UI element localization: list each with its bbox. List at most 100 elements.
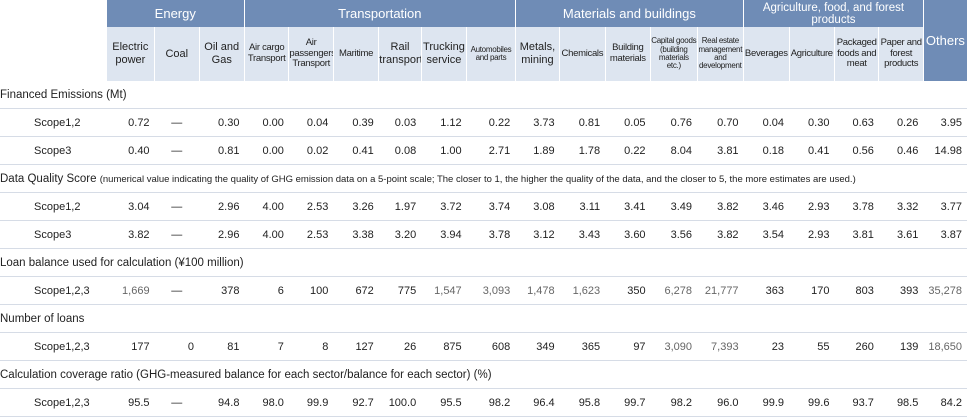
cell-electric-power: 3.82 (106, 221, 154, 249)
cell-maritime: 3.38 (333, 221, 378, 249)
cell-rail: 1.97 (379, 193, 421, 221)
cell-automobiles: 3.74 (467, 193, 516, 221)
column-header-electric-power: Electric power (106, 27, 154, 81)
cell-maritime: 92.7 (333, 389, 378, 417)
cell-air-cargo: 4.00 (244, 221, 288, 249)
row-label: Scope1,2,3 (0, 333, 106, 361)
cell-building: 3.41 (605, 193, 650, 221)
cell-trucking: 1.00 (421, 137, 466, 165)
cell-chemicals: 3.43 (560, 221, 605, 249)
cell-air-cargo: 0.00 (244, 137, 288, 165)
row-label: Scope1,2,3 (0, 389, 106, 417)
cell-packaged: 93.7 (834, 389, 878, 417)
cell-maritime: 0.41 (333, 137, 378, 165)
cell-others: 3.95 (923, 109, 967, 137)
cell-capital-goods: 8.04 (651, 137, 697, 165)
cell-building: 350 (605, 277, 650, 305)
column-header-trucking: Trucking service (421, 27, 466, 81)
column-header-building: Building materials (605, 27, 650, 81)
cell-agriculture: 0.41 (789, 137, 834, 165)
table-row: Scope3 0.40—0.81 0.00 0.02 0.41 0.08 1.00 2.71 1… (0, 137, 967, 165)
cell-rail: 3.20 (379, 221, 421, 249)
section-title: Calculation coverage ratio (0, 369, 133, 381)
cell-electric-power: 177 (106, 333, 154, 361)
table-row: Scope1,2 0.72—0.30 0.00 0.04 0.39 0.03 1.12 0.2… (0, 109, 967, 137)
cell-paper: 98.5 (879, 389, 923, 417)
cell-coal: — (155, 389, 199, 417)
cell-trucking: 3.72 (421, 193, 466, 221)
cell-trucking: 95.5 (421, 389, 466, 417)
cell-air-passengers: 0.04 (289, 109, 333, 137)
column-header-rail: Rail transport (379, 27, 421, 81)
cell-air-cargo: 7 (244, 333, 288, 361)
cell-air-cargo: 4.00 (244, 193, 288, 221)
section-note: (numerical value indicating the quality … (100, 174, 856, 185)
row-label: Scope1,2 (0, 193, 106, 221)
cell-metals: 349 (515, 333, 559, 361)
cell-electric-power: 3.04 (106, 193, 154, 221)
cell-automobiles: 0.22 (467, 109, 516, 137)
row-label: Scope3 (0, 137, 106, 165)
group-header-energy: Energy (106, 0, 244, 27)
cell-automobiles: 3.78 (467, 221, 516, 249)
column-header-others: Others (923, 0, 967, 81)
column-header-oil-gas: Oil and Gas (199, 27, 244, 81)
cell-coal: — (155, 109, 199, 137)
column-header-coal: Coal (155, 27, 199, 81)
cell-beverages: 363 (744, 277, 789, 305)
group-header-materials: Materials and buildings (515, 0, 743, 27)
column-header-air-passengers: Air passengers Transport (289, 27, 333, 81)
cell-beverages: 0.18 (744, 137, 789, 165)
cell-building: 0.22 (605, 137, 650, 165)
cell-agriculture: 55 (789, 333, 834, 361)
cell-metals: 3.12 (515, 221, 559, 249)
cell-real-estate: 7,393 (697, 333, 744, 361)
corner-cell (0, 0, 106, 81)
cell-maritime: 672 (333, 277, 378, 305)
cell-automobiles: 3,093 (467, 277, 516, 305)
table-row: Scope1,2,3 177 0 81 7 8 127 26 875 608 349 365 97 3,0… (0, 333, 967, 361)
cell-paper: 0.26 (879, 109, 923, 137)
cell-automobiles: 2.71 (467, 137, 516, 165)
row-label: Scope3 (0, 221, 106, 249)
cell-oil-gas: 378 (199, 277, 244, 305)
cell-real-estate: 3.82 (697, 193, 744, 221)
cell-chemicals: 1.78 (560, 137, 605, 165)
cell-metals: 3.08 (515, 193, 559, 221)
cell-building: 0.05 (605, 109, 650, 137)
cell-paper: 3.32 (879, 193, 923, 221)
cell-capital-goods: 3.49 (651, 193, 697, 221)
column-header-automobiles: Automobiles and parts (467, 27, 516, 81)
cell-oil-gas: 94.8 (199, 389, 244, 417)
column-header-packaged: Packaged foods and meat (834, 27, 878, 81)
cell-air-passengers: 0.02 (289, 137, 333, 165)
section-title: Data Quality Score (0, 173, 97, 185)
row-label: Scope1,2,3 (0, 277, 106, 305)
column-header-real-estate: Real estate management and development (697, 27, 744, 81)
cell-packaged: 0.56 (834, 137, 878, 165)
cell-beverages: 3.54 (744, 221, 789, 249)
column-header-chemicals: Chemicals (560, 27, 605, 81)
cell-packaged: 803 (834, 277, 878, 305)
cell-capital-goods: 0.76 (651, 109, 697, 137)
cell-maritime: 127 (333, 333, 378, 361)
column-header-air-cargo: Air cargo Transport (244, 27, 288, 81)
cell-agriculture: 2.93 (789, 221, 834, 249)
cell-coal: — (155, 193, 199, 221)
cell-rail: 0.08 (379, 137, 421, 165)
table-row: Scope1,2,3 95.5—94.8 98.0 99.9 92.7 100.0 95.5… (0, 389, 967, 417)
section-data-quality: Data Quality Score (numerical value indi… (0, 165, 967, 193)
cell-oil-gas: 81 (199, 333, 244, 361)
cell-coal: — (155, 137, 199, 165)
cell-real-estate: 3.82 (697, 221, 744, 249)
cell-trucking: 3.94 (421, 221, 466, 249)
cell-rail: 0.03 (379, 109, 421, 137)
row-label: Scope1,2 (0, 109, 106, 137)
cell-coal: — (155, 277, 199, 305)
cell-building: 97 (605, 333, 650, 361)
cell-agriculture: 0.30 (789, 109, 834, 137)
cell-electric-power: 0.72 (106, 109, 154, 137)
cell-metals: 96.4 (515, 389, 559, 417)
cell-air-cargo: 0.00 (244, 109, 288, 137)
